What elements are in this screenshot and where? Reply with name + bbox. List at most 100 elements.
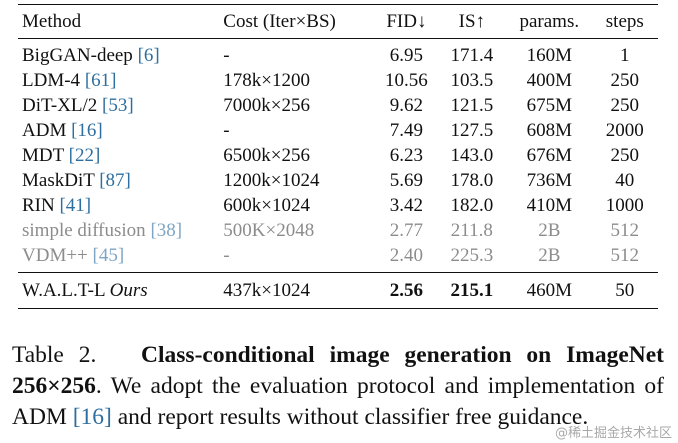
header-is: IS↑ [458,11,486,32]
header-params: params. [519,11,580,32]
citation-link[interactable]: [61] [84,70,117,91]
method-cell: W.A.L.T-L Ours [18,273,223,309]
is-cell: 178.0 [450,170,494,191]
cost-cell: - [223,120,230,141]
cost-cell: 600k×1024 [223,195,310,216]
method-name: BigGAN-deep [22,45,133,66]
table-row: DiT-XL/2 [53] 7000k×256 9.62 121.5 675M … [18,93,658,118]
results-table-container: Method Cost (Iter×BS) FID↓ IS↑ params. s… [18,4,658,309]
is-cell: 182.0 [450,195,494,216]
fid-cell: 6.95 [389,45,424,66]
steps-cell: 2000 [605,120,644,141]
table-row: VDM++ [45] - 2.40 225.3 2B 512 [18,243,658,273]
method-cell: simple diffusion [38] [18,218,223,243]
table-row: BigGAN-deep [6] - 6.95 171.4 160M 1 [18,38,658,69]
citation-link[interactable]: [22] [68,145,101,166]
params-cell: 736M [526,170,572,191]
method-name: DiT-XL/2 [22,95,98,116]
citation-link[interactable]: [41] [59,195,92,216]
cost-cell: 178k×1200 [223,70,310,91]
method-cell: MDT [22] [18,143,223,168]
method-name: ADM [22,120,67,141]
params-cell: 676M [526,145,572,166]
steps-cell: 1 [620,45,630,66]
is-cell: 211.8 [450,220,493,241]
citation-link[interactable]: [53] [102,95,134,116]
table-row: MDT [22] 6500k×256 6.23 143.0 676M 250 [18,143,658,168]
citation-link[interactable]: [16] [71,120,103,141]
fid-cell: 6.23 [389,145,424,166]
results-table: Method Cost (Iter×BS) FID↓ IS↑ params. s… [18,4,658,309]
params-cell: 460M [526,280,572,301]
steps-cell: 50 [615,280,635,301]
is-cell: 215.1 [450,280,494,301]
is-cell: 171.4 [450,45,494,66]
fid-cell: 9.62 [389,95,424,116]
method-cell: RIN [41] [18,193,223,218]
caption-citation-link[interactable]: [16] [72,404,112,430]
caption-label: Table 2. [12,342,97,368]
cost-cell: 7000k×256 [223,95,310,116]
watermark: @稀土掘金技术社区 [554,426,672,441]
table-row: LDM-4 [61] 178k×1200 10.56 103.5 400M 25… [18,68,658,93]
steps-cell: 40 [615,170,635,191]
method-name: MDT [22,145,64,166]
method-name: RIN [22,195,55,216]
table-row: ADM [16] - 7.49 127.5 608M 2000 [18,118,658,143]
header-cost: Cost (Iter×BS) [223,11,336,32]
table-caption: Table 2. Class-conditional image generat… [12,340,664,433]
cost-cell: - [223,45,230,66]
fid-cell: 2.40 [389,245,424,266]
params-cell: 400M [526,70,572,91]
params-cell: 2B [538,220,561,241]
params-cell: 675M [526,95,572,116]
citation-link[interactable]: [38] [150,220,183,241]
params-cell: 410M [526,195,572,216]
header-method: Method [22,11,82,32]
steps-cell: 512 [610,245,640,266]
citation-link[interactable]: [6] [137,45,160,66]
table-row: MaskDiT [87] 1200k×1024 5.69 178.0 736M … [18,168,658,193]
fid-cell: 7.49 [389,120,424,141]
is-cell: 103.5 [450,70,494,91]
method-name: W.A.L.T-L [22,280,105,301]
method-name: LDM-4 [22,70,81,91]
table-row: simple diffusion [38] 500K×2048 2.77 211… [18,218,658,243]
caption-text-end: and report results without classifier fr… [117,404,589,430]
method-cell: BigGAN-deep [6] [18,39,223,69]
cost-cell: 6500k×256 [223,145,310,166]
steps-cell: 250 [610,70,640,91]
fid-cell: 3.42 [389,195,424,216]
method-cell: VDM++ [45] [18,243,223,273]
caption-title: Class-conditional image generation on Im… [12,342,665,399]
is-cell: 143.0 [450,145,494,166]
ours-row: W.A.L.T-L Ours 437k×1024 2.56 215.1 460M… [18,272,658,309]
ours-tag: Ours [109,280,148,301]
method-name: simple diffusion [22,220,146,241]
steps-cell: 250 [610,145,640,166]
fid-cell: 10.56 [385,70,428,91]
is-cell: 225.3 [450,245,494,266]
header-row: Method Cost (Iter×BS) FID↓ IS↑ params. s… [18,4,658,39]
params-cell: 2B [538,245,561,266]
method-name: VDM++ [22,245,88,266]
steps-cell: 1000 [605,195,644,216]
citation-link[interactable]: [45] [92,245,125,266]
table-row: RIN [41] 600k×1024 3.42 182.0 410M 1000 [18,193,658,218]
citation-link[interactable]: [87] [99,170,131,191]
is-cell: 121.5 [450,95,494,116]
cost-cell: - [223,245,230,266]
method-cell: ADM [16] [18,118,223,143]
steps-cell: 250 [610,95,640,116]
cost-cell: 500K×2048 [223,220,315,241]
fid-cell: 2.77 [389,220,424,241]
cost-cell: 437k×1024 [223,280,310,301]
cost-cell: 1200k×1024 [223,170,320,191]
method-cell: LDM-4 [61] [18,68,223,93]
method-cell: DiT-XL/2 [53] [18,93,223,118]
method-cell: MaskDiT [87] [18,168,223,193]
fid-cell: 2.56 [389,280,424,301]
steps-cell: 512 [610,220,640,241]
params-cell: 608M [526,120,572,141]
caption-text: . We adopt the evaluation protocol and i… [12,373,664,430]
